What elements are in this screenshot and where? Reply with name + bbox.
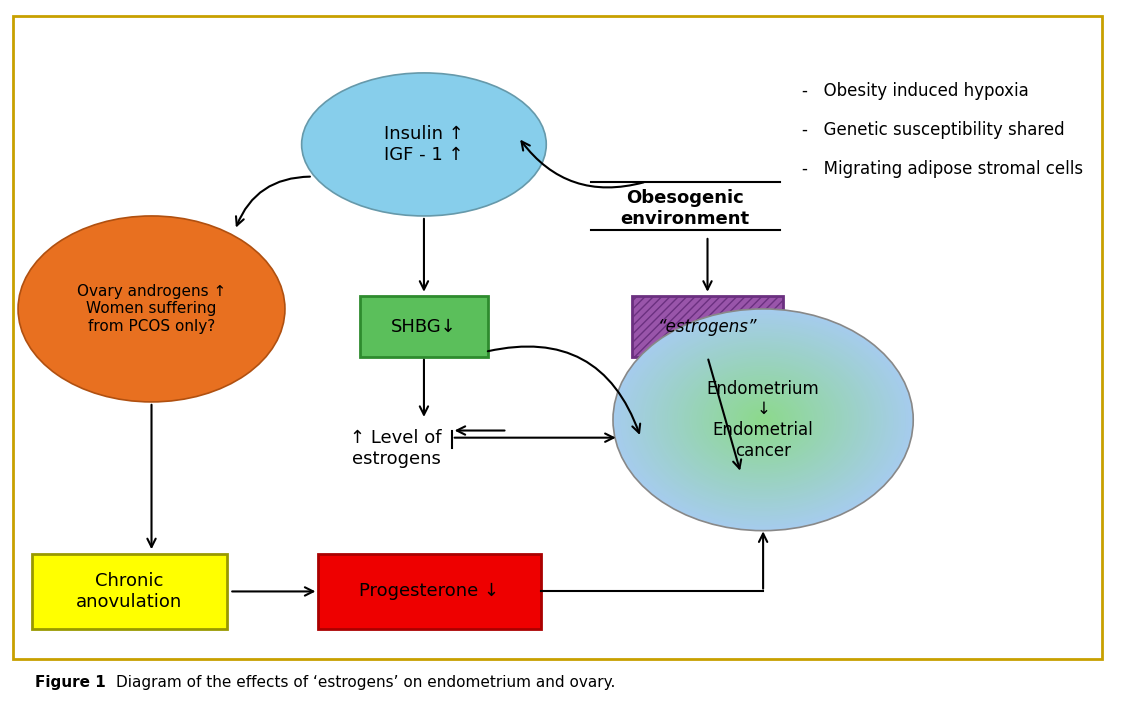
Ellipse shape [700, 373, 827, 467]
FancyBboxPatch shape [360, 297, 487, 358]
Ellipse shape [677, 356, 849, 483]
Ellipse shape [734, 398, 793, 442]
Text: Diagram of the effects of ‘estrogens’ on endometrium and ovary.: Diagram of the effects of ‘estrogens’ on… [116, 675, 615, 690]
Ellipse shape [653, 338, 874, 502]
Ellipse shape [696, 370, 829, 469]
Ellipse shape [623, 316, 904, 523]
Ellipse shape [612, 309, 913, 531]
Ellipse shape [724, 391, 803, 449]
Ellipse shape [650, 336, 876, 503]
Ellipse shape [702, 374, 825, 465]
Text: SHBG↓: SHBG↓ [391, 318, 457, 336]
Ellipse shape [709, 380, 818, 460]
Ellipse shape [713, 383, 812, 456]
Ellipse shape [633, 324, 894, 516]
Ellipse shape [662, 345, 864, 494]
FancyBboxPatch shape [632, 297, 782, 358]
Ellipse shape [687, 363, 840, 476]
Ellipse shape [670, 350, 857, 489]
Text: -   Genetic susceptibility shared: - Genetic susceptibility shared [802, 121, 1064, 139]
Ellipse shape [664, 347, 861, 493]
Ellipse shape [660, 343, 866, 496]
Ellipse shape [674, 355, 852, 485]
Ellipse shape [625, 318, 900, 521]
Text: Endometrium
↓
Endometrial
cancer: Endometrium ↓ Endometrial cancer [707, 380, 819, 460]
Text: “estrogens”: “estrogens” [657, 318, 757, 336]
Ellipse shape [630, 322, 896, 518]
Ellipse shape [672, 353, 855, 487]
Ellipse shape [679, 358, 846, 482]
Ellipse shape [627, 320, 898, 520]
Ellipse shape [657, 342, 869, 498]
Text: Figure 1: Figure 1 [34, 675, 111, 690]
Ellipse shape [668, 349, 859, 490]
Text: Chronic
anovulation: Chronic anovulation [76, 572, 182, 611]
Ellipse shape [655, 340, 872, 500]
Ellipse shape [758, 416, 768, 424]
Text: Insulin ↑
IGF - 1 ↑: Insulin ↑ IGF - 1 ↑ [384, 125, 463, 164]
Ellipse shape [726, 393, 799, 447]
Ellipse shape [743, 405, 782, 434]
Ellipse shape [711, 382, 814, 458]
Ellipse shape [728, 394, 797, 445]
Ellipse shape [640, 329, 887, 510]
Ellipse shape [685, 362, 842, 478]
Ellipse shape [739, 401, 788, 438]
Ellipse shape [760, 418, 765, 421]
Text: ↑ Level of
estrogens: ↑ Level of estrogens [350, 429, 442, 468]
Text: Ovary androgens ↑
Women suffering
from PCOS only?: Ovary androgens ↑ Women suffering from P… [77, 284, 226, 334]
Ellipse shape [736, 400, 790, 440]
Ellipse shape [621, 314, 906, 525]
Ellipse shape [731, 396, 795, 444]
Ellipse shape [754, 413, 773, 427]
Ellipse shape [638, 327, 889, 513]
FancyBboxPatch shape [319, 554, 540, 629]
Ellipse shape [741, 404, 786, 436]
Ellipse shape [746, 407, 780, 432]
Text: Obesogenic
environment: Obesogenic environment [621, 190, 750, 228]
Ellipse shape [719, 387, 807, 452]
Ellipse shape [642, 331, 883, 509]
Ellipse shape [751, 411, 775, 429]
Ellipse shape [694, 369, 832, 471]
Ellipse shape [748, 409, 778, 431]
Text: -   Migrating adipose stromal cells: - Migrating adipose stromal cells [802, 160, 1083, 179]
Ellipse shape [647, 335, 879, 505]
FancyBboxPatch shape [32, 554, 227, 629]
Ellipse shape [717, 386, 810, 454]
Ellipse shape [692, 367, 835, 472]
Ellipse shape [707, 378, 820, 462]
Ellipse shape [645, 332, 881, 507]
Ellipse shape [682, 360, 844, 480]
Text: Progesterone ↓: Progesterone ↓ [359, 582, 500, 600]
Ellipse shape [689, 365, 837, 475]
Ellipse shape [616, 311, 911, 529]
Ellipse shape [18, 216, 284, 402]
Ellipse shape [635, 325, 891, 514]
Ellipse shape [721, 389, 805, 451]
Ellipse shape [756, 414, 771, 425]
Ellipse shape [704, 376, 822, 463]
Text: -   Obesity induced hypoxia: - Obesity induced hypoxia [802, 82, 1029, 100]
Ellipse shape [302, 73, 546, 216]
Ellipse shape [618, 312, 908, 527]
